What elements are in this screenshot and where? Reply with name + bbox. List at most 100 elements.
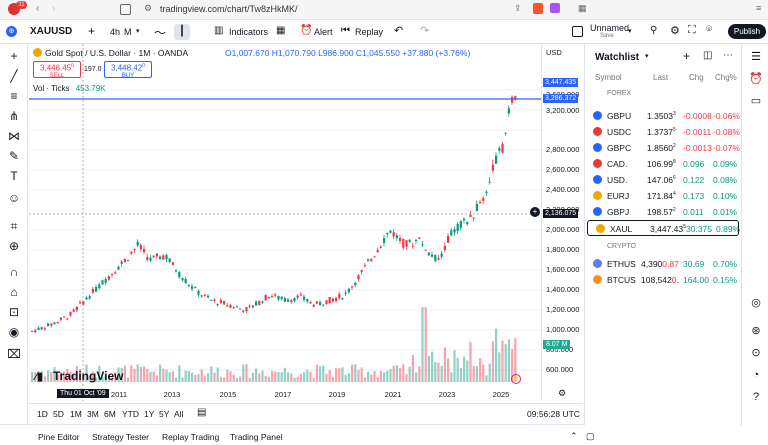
sidebar-toggle-icon[interactable] bbox=[120, 4, 131, 15]
price-axis[interactable]: USD 3,600.0003,200.0002,800.0002,600.000… bbox=[541, 44, 583, 401]
fullscreen-icon[interactable]: ⛶ bbox=[688, 24, 696, 36]
redo-icon[interactable]: ↷ bbox=[420, 25, 430, 37]
interval-button[interactable]: 4h bbox=[110, 27, 121, 37]
brush-icon[interactable]: ✎ bbox=[8, 149, 20, 163]
watchlist-row[interactable]: EURJ 171.844 0.173 0.10% bbox=[585, 188, 741, 204]
layout-icon[interactable] bbox=[572, 26, 583, 37]
watchlist-row[interactable]: GBPJ 198.572 0.011 0.01% bbox=[585, 204, 741, 220]
lock-icon[interactable]: ⌂ bbox=[10, 285, 18, 299]
col-chg-pct[interactable]: Chg% bbox=[715, 73, 737, 82]
forward-icon[interactable]: › bbox=[52, 3, 56, 14]
alert-icon[interactable]: ⏰ bbox=[300, 25, 313, 36]
tab-strategy-tester[interactable]: Strategy Tester bbox=[92, 432, 150, 442]
tab-pine-editor[interactable]: Pine Editor bbox=[38, 432, 80, 442]
trash-icon[interactable]: ⌧ bbox=[7, 347, 21, 361]
range-1y[interactable]: 1Y bbox=[144, 409, 155, 419]
watchlist-row[interactable]: CAD. 106.998 0.096 0.09% bbox=[585, 156, 741, 172]
layout-chevron-icon[interactable]: ▾ bbox=[628, 28, 632, 35]
eye-icon[interactable]: ◉ bbox=[8, 325, 20, 339]
alerts-icon[interactable]: ⏰ bbox=[749, 73, 763, 85]
watchlist-icon[interactable]: ☰ bbox=[751, 51, 761, 63]
emoji-icon[interactable]: ☺ bbox=[7, 191, 21, 205]
pattern-icon[interactable]: ⋈ bbox=[8, 129, 20, 143]
range-6m[interactable]: 6M bbox=[104, 409, 116, 419]
undo-icon[interactable]: ↶ bbox=[394, 25, 404, 37]
col-symbol[interactable]: Symbol bbox=[595, 73, 622, 82]
indicators-button[interactable]: Indicators bbox=[229, 27, 269, 37]
watchlist-row[interactable]: GBPC 1.85602 -0.0013 -0.07% bbox=[585, 140, 741, 156]
watchlist-row[interactable]: USDC 1.37375 -0.0011 -0.08% bbox=[585, 124, 741, 140]
crosshair-icon[interactable]: + bbox=[10, 49, 18, 63]
publish-button[interactable]: Publish bbox=[728, 24, 766, 39]
pitchfork-icon[interactable]: ⋔ bbox=[8, 109, 20, 123]
share-icon[interactable]: ⇪ bbox=[514, 3, 522, 13]
layout-name[interactable]: Unnamed bbox=[590, 23, 630, 33]
ruler-icon[interactable]: ⌗ bbox=[10, 219, 18, 233]
sell-button[interactable]: 3,446.450 SELL bbox=[33, 61, 81, 79]
watchlist-title[interactable]: Watchlist bbox=[595, 52, 640, 63]
indicators-icon[interactable]: ▥ bbox=[214, 25, 224, 36]
address-bar[interactable]: tradingview.com/chart/Tw8zHkMK/ bbox=[160, 4, 298, 14]
zoom-icon[interactable]: ⊕ bbox=[8, 239, 20, 253]
rewards-icon[interactable] bbox=[550, 3, 560, 13]
watchlist-row[interactable]: ETHUS 4,3900.87 30.69 0.70% bbox=[585, 256, 741, 272]
settings-icon[interactable]: ⚙ bbox=[670, 25, 680, 37]
goto-date-icon[interactable]: ▤ bbox=[197, 407, 207, 418]
menu-icon[interactable]: ≡ bbox=[756, 3, 762, 13]
horizontal-lines-icon[interactable]: ≡ bbox=[10, 89, 18, 103]
add-symbol-icon[interactable]: + bbox=[88, 24, 96, 38]
section-crypto[interactable]: CRYPTO bbox=[607, 243, 636, 250]
watchlist-row[interactable]: BTCUS 108,5420. 164.00 0.15% bbox=[585, 272, 741, 288]
tab-trading-panel[interactable]: Trading Panel bbox=[230, 432, 283, 442]
quick-search-icon[interactable]: ⚲ bbox=[650, 25, 658, 36]
axis-settings-icon[interactable]: ⚙ bbox=[558, 388, 567, 398]
clock[interactable]: 09:56:28 UTC bbox=[527, 409, 580, 419]
help-icon[interactable]: ? bbox=[752, 391, 760, 403]
chat-icon[interactable]: ▭ bbox=[750, 95, 762, 107]
notifications-icon[interactable]: ◔ bbox=[752, 369, 760, 381]
watchlist-row[interactable]: USD. 147.066 0.122 0.08% bbox=[585, 172, 741, 188]
watchlist-row[interactable]: XAUL 3,447.435 30.375 0.89% bbox=[587, 220, 740, 236]
col-last[interactable]: Last bbox=[653, 73, 669, 82]
replay-button[interactable]: Replay bbox=[355, 27, 384, 37]
interval-alt-button[interactable]: M bbox=[124, 27, 132, 37]
price-chart[interactable]: 2011 2013 2015 2017 2019 2021 2023 2025 Gold Sp… bbox=[29, 44, 541, 401]
watchlist-row[interactable]: GBPU 1.35033 -0.0008 -0.06% bbox=[585, 108, 741, 124]
advanced-view-icon[interactable]: ◫ bbox=[703, 50, 713, 61]
buy-button[interactable]: 3,448.420 BUY bbox=[104, 61, 152, 79]
watchlist-chevron-icon[interactable]: ▾ bbox=[645, 53, 649, 60]
text-icon[interactable]: T bbox=[10, 169, 18, 183]
magnet-icon[interactable]: ∩ bbox=[9, 265, 19, 279]
range-1m[interactable]: 1M bbox=[70, 409, 82, 419]
extensions-icon[interactable]: ▦ bbox=[578, 3, 587, 13]
streams-icon[interactable]: ⊛ bbox=[751, 325, 761, 337]
add-symbol-icon[interactable]: + bbox=[683, 49, 691, 63]
snapshot-icon[interactable]: ⌾ bbox=[706, 24, 712, 35]
chart-canvas[interactable]: 2011 2013 2015 2017 2019 2021 2023 2025 bbox=[29, 44, 541, 401]
candles-icon[interactable]: ┃ bbox=[174, 24, 190, 40]
replay-lightning-icon[interactable]: ⚡ bbox=[511, 374, 521, 384]
tab-replay-trading[interactable]: Replay Trading bbox=[162, 432, 220, 442]
alert-button[interactable]: Alert bbox=[314, 27, 333, 37]
trend-line-icon[interactable]: ╱ bbox=[10, 69, 18, 83]
lock-drawings-icon[interactable]: ⊡ bbox=[8, 305, 20, 319]
range-ytd[interactable]: YTD bbox=[122, 409, 139, 419]
crosshair-plus-icon[interactable]: + bbox=[530, 207, 540, 217]
ideas-icon[interactable]: ◎ bbox=[751, 297, 761, 309]
line-chart-icon[interactable]: 〜 bbox=[154, 26, 167, 40]
range-3m[interactable]: 3M bbox=[87, 409, 99, 419]
site-settings-icon[interactable]: ⚙ bbox=[144, 3, 153, 13]
symbol-search[interactable]: XAUUSD bbox=[30, 26, 73, 37]
chevron-down-icon[interactable]: ▾ bbox=[136, 28, 140, 35]
maximize-panel-icon[interactable]: ▢ bbox=[586, 431, 595, 441]
replay-icon[interactable]: ⏮ bbox=[341, 25, 350, 36]
axis-currency[interactable]: USD bbox=[546, 48, 562, 57]
calendar-icon[interactable]: ⊙ bbox=[751, 347, 761, 359]
back-icon[interactable]: ‹ bbox=[36, 3, 40, 14]
collapse-panel-icon[interactable]: ⌃ bbox=[570, 431, 578, 441]
range-5y[interactable]: 5Y bbox=[159, 409, 170, 419]
range-all[interactable]: All bbox=[174, 409, 184, 419]
range-5d[interactable]: 5D bbox=[53, 409, 64, 419]
col-chg[interactable]: Chg bbox=[689, 73, 704, 82]
section-forex[interactable]: FOREX bbox=[607, 90, 632, 97]
